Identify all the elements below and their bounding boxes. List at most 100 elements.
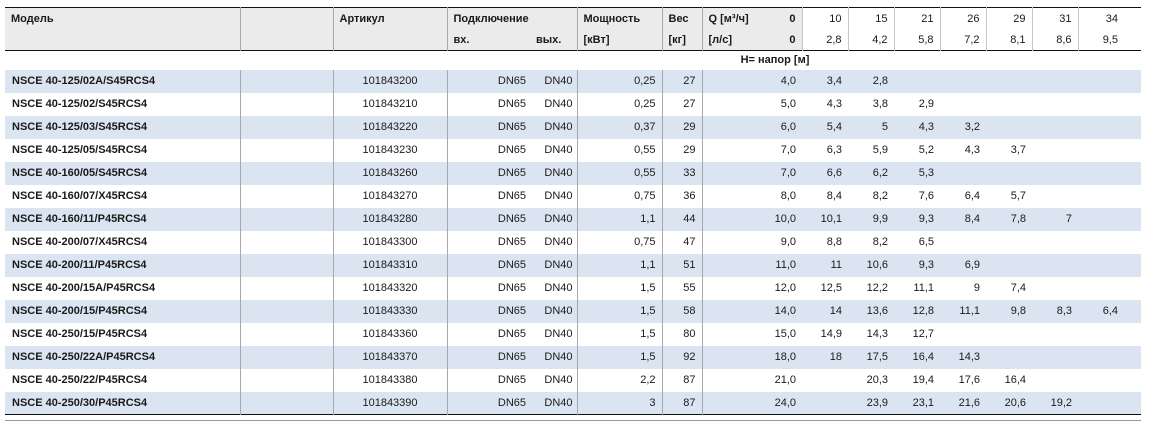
head-value-cell: 9,8 <box>986 299 1032 323</box>
head-value-cell: 9 <box>940 276 986 300</box>
head-value-cell: 3,2 <box>940 115 986 139</box>
head-at-q0-cell: 7,0 <box>701 138 802 162</box>
connection-in-cell: DN65 <box>446 391 530 415</box>
head-value-cell <box>1078 230 1124 254</box>
model-cell: NSCE 40-250/22/P45RCS4 <box>5 368 240 392</box>
power-cell: 3 <box>576 391 662 415</box>
spacer-cell <box>239 138 333 162</box>
row-end-spacer <box>1124 138 1141 162</box>
table-row: NSCE 40-160/05/S45RCS4 101843260 DN65 DN40 0… <box>5 161 1141 185</box>
weight-cell: 92 <box>661 345 702 369</box>
article-cell: 101843380 <box>332 368 447 392</box>
head-value-cell: 9,3 <box>894 207 940 231</box>
head-value-cell <box>940 69 986 93</box>
spacer-cell <box>239 322 333 346</box>
table-row: NSCE 40-200/11/P45RCS4 101843310 DN65 DN40 1… <box>5 253 1141 277</box>
head-value-cell: 9,3 <box>894 253 940 277</box>
table-row: NSCE 40-200/15A/P45RCS4 101843320 DN65 DN40… <box>5 276 1141 300</box>
head-value-cell <box>986 230 1032 254</box>
header-row-head-label: Н= напор [м] <box>5 50 1141 70</box>
table-row: NSCE 40-250/30/P45RCS4 101843390 DN65 DN40 3… <box>5 391 1141 415</box>
head-value-cell <box>1078 115 1124 139</box>
head-value-cell: 8,2 <box>848 230 894 254</box>
power-cell: 1,5 <box>576 345 662 369</box>
head-value-cell <box>1078 184 1124 208</box>
head-value-cell <box>1078 345 1124 369</box>
model-cell: NSCE 40-125/02/S45RCS4 <box>5 92 240 116</box>
row-end-spacer <box>1124 253 1141 277</box>
head-value-cell <box>1078 368 1124 392</box>
connection-out-cell: DN40 <box>530 115 577 139</box>
spacer-cell <box>239 345 333 369</box>
header-end-spacer <box>1124 7 1141 51</box>
weight-cell: 44 <box>661 207 702 231</box>
head-at-q0-cell: 4,0 <box>701 69 802 93</box>
head-value-cell <box>1032 276 1078 300</box>
article-cell: 101843300 <box>332 230 447 254</box>
head-value-cell: 12,2 <box>848 276 894 300</box>
head-value-cell <box>1078 207 1124 231</box>
model-cell: NSCE 40-250/30/P45RCS4 <box>5 391 240 415</box>
col-header-flow-ls: [л/с] 0 <box>701 29 802 51</box>
spacer-cell <box>239 207 333 231</box>
head-value-cell <box>986 69 1032 93</box>
power-cell: 1,1 <box>576 253 662 277</box>
table-row: NSCE 40-200/15/P45RCS4 101843330 DN65 DN40 1… <box>5 299 1141 323</box>
model-cell: NSCE 40-160/07/X45RCS4 <box>5 184 240 208</box>
row-end-spacer <box>1124 368 1141 392</box>
row-end-spacer <box>1124 276 1141 300</box>
head-value-cell: 19,2 <box>1032 391 1078 415</box>
flow-unit-label: Q [м³/ч] <box>708 13 749 25</box>
col-header-ls-4: 7,2 <box>939 29 986 51</box>
head-value-cell <box>1032 115 1078 139</box>
connection-in-cell: DN65 <box>446 184 530 208</box>
head-value-cell: 16,4 <box>894 345 940 369</box>
head-value-cell <box>1032 161 1078 185</box>
weight-cell: 36 <box>661 184 702 208</box>
head-value-cell: 7 <box>1032 207 1078 231</box>
model-cell: NSCE 40-250/22A/P45RCS4 <box>5 345 240 369</box>
spacer-cell <box>239 69 333 93</box>
connection-out-cell: DN40 <box>530 391 577 415</box>
col-header-q-26: 26 <box>939 7 986 30</box>
head-value-cell: 23,9 <box>848 391 894 415</box>
connection-in-cell: DN65 <box>446 69 530 93</box>
connection-out-cell: DN40 <box>530 299 577 323</box>
col-header-ls-7: 9,5 <box>1077 29 1124 51</box>
col-header-article: Артикул <box>332 7 447 51</box>
power-cell: 1,1 <box>576 207 662 231</box>
row-end-spacer <box>1124 207 1141 231</box>
head-value-cell: 12,7 <box>894 322 940 346</box>
power-cell: 0,55 <box>576 161 662 185</box>
weight-cell: 80 <box>661 322 702 346</box>
weight-cell: 47 <box>661 230 702 254</box>
model-cell: NSCE 40-125/03/S45RCS4 <box>5 115 240 139</box>
model-cell: NSCE 40-125/05/S45RCS4 <box>5 138 240 162</box>
spacer-cell <box>239 115 333 139</box>
head-at-q0-cell: 7,0 <box>701 161 802 185</box>
head-at-q0-cell: 14,0 <box>701 299 802 323</box>
connection-out-cell: DN40 <box>530 69 577 93</box>
head-value-cell: 23,1 <box>894 391 940 415</box>
head-value-cell: 14,3 <box>848 322 894 346</box>
connection-out-cell: DN40 <box>530 345 577 369</box>
spacer-cell <box>239 92 333 116</box>
col-header-power-unit: [кВт] <box>576 29 662 51</box>
head-value-cell: 17,6 <box>940 368 986 392</box>
head-value-cell <box>802 368 848 392</box>
head-value-cell: 18 <box>802 345 848 369</box>
weight-cell: 33 <box>661 161 702 185</box>
head-value-cell <box>1032 253 1078 277</box>
connection-in-cell: DN65 <box>446 253 530 277</box>
head-at-q0-cell: 10,0 <box>701 207 802 231</box>
head-value-cell: 11 <box>802 253 848 277</box>
col-header-connection: Подключение <box>446 7 577 30</box>
header-row-2: вх. вых. [кВт] [кг] [л/с] 0 2,8 4,2 5,8 … <box>5 29 1141 51</box>
weight-cell: 51 <box>661 253 702 277</box>
article-cell: 101843280 <box>332 207 447 231</box>
article-cell: 101843390 <box>332 391 447 415</box>
article-cell: 101843230 <box>332 138 447 162</box>
col-header-q-34: 34 <box>1077 7 1124 30</box>
col-header-q-31: 31 <box>1031 7 1078 30</box>
